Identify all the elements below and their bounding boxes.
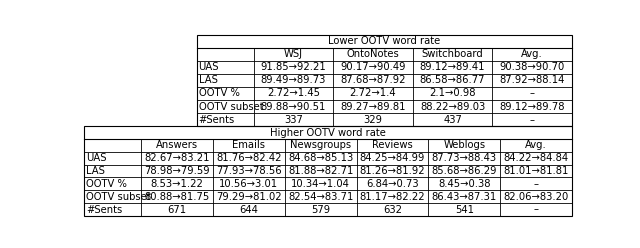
Text: 84.22→84.84: 84.22→84.84 <box>504 153 569 163</box>
Text: Lower OOTV word rate: Lower OOTV word rate <box>328 36 440 46</box>
Text: #Sents: #Sents <box>86 205 122 215</box>
Text: 10.56→3.01: 10.56→3.01 <box>220 179 278 189</box>
Text: 6.84→0.73: 6.84→0.73 <box>366 179 419 189</box>
Text: –: – <box>534 179 539 189</box>
Text: 88.22→89.03: 88.22→89.03 <box>420 101 485 112</box>
Text: 77.93→78.56: 77.93→78.56 <box>216 166 282 176</box>
Text: –: – <box>534 205 539 215</box>
Text: Weblogs: Weblogs <box>444 140 485 151</box>
Text: UAS: UAS <box>86 153 106 163</box>
Text: 579: 579 <box>311 205 330 215</box>
Text: 90.38→90.70: 90.38→90.70 <box>500 62 565 72</box>
Text: 89.88→90.51: 89.88→90.51 <box>260 101 326 112</box>
Text: 81.88→82.71: 81.88→82.71 <box>288 166 353 176</box>
Text: 82.06→83.20: 82.06→83.20 <box>504 192 569 202</box>
Text: 89.49→89.73: 89.49→89.73 <box>260 75 326 85</box>
Text: –: – <box>530 115 535 125</box>
Text: 337: 337 <box>284 115 303 125</box>
Text: 437: 437 <box>443 115 462 125</box>
Bar <box>196 34 572 126</box>
Text: 87.73→88.43: 87.73→88.43 <box>432 153 497 163</box>
Text: 87.92→88.14: 87.92→88.14 <box>500 75 565 85</box>
Text: 10.34→1.04: 10.34→1.04 <box>291 179 350 189</box>
Text: 329: 329 <box>364 115 383 125</box>
Text: 2.72→1.45: 2.72→1.45 <box>267 89 320 98</box>
Text: 89.12→89.41: 89.12→89.41 <box>420 62 485 72</box>
Text: 541: 541 <box>455 205 474 215</box>
Text: Avg.: Avg. <box>525 140 547 151</box>
Text: 8.45→0.38: 8.45→0.38 <box>438 179 490 189</box>
Text: UAS: UAS <box>198 62 219 72</box>
Bar <box>84 126 572 216</box>
Text: Answers: Answers <box>156 140 198 151</box>
Text: 81.76→82.42: 81.76→82.42 <box>216 153 282 163</box>
Text: LAS: LAS <box>198 75 218 85</box>
Text: 632: 632 <box>383 205 402 215</box>
Text: 81.17→82.22: 81.17→82.22 <box>360 192 425 202</box>
Text: Higher OOTV word rate: Higher OOTV word rate <box>270 128 386 138</box>
Text: 84.68→85.13: 84.68→85.13 <box>288 153 353 163</box>
Text: OOTV subset: OOTV subset <box>198 101 263 112</box>
Text: 91.85→92.21: 91.85→92.21 <box>260 62 326 72</box>
Text: 86.58→86.77: 86.58→86.77 <box>420 75 485 85</box>
Text: 90.17→90.49: 90.17→90.49 <box>340 62 406 72</box>
Text: Reviews: Reviews <box>372 140 413 151</box>
Text: 8.53→1.22: 8.53→1.22 <box>150 179 204 189</box>
Text: Emails: Emails <box>232 140 265 151</box>
Text: 84.25→84.99: 84.25→84.99 <box>360 153 425 163</box>
Text: 81.01→81.81: 81.01→81.81 <box>504 166 569 176</box>
Text: Newsgroups: Newsgroups <box>290 140 351 151</box>
Text: 644: 644 <box>239 205 258 215</box>
Text: LAS: LAS <box>86 166 105 176</box>
Text: Avg.: Avg. <box>522 49 543 59</box>
Text: 82.67→83.21: 82.67→83.21 <box>144 153 210 163</box>
Text: OntoNotes: OntoNotes <box>347 49 399 59</box>
Text: Switchboard: Switchboard <box>422 49 483 59</box>
Text: #Sents: #Sents <box>198 115 235 125</box>
Text: 671: 671 <box>168 205 186 215</box>
Text: 82.54→83.71: 82.54→83.71 <box>288 192 353 202</box>
Text: 79.29→81.02: 79.29→81.02 <box>216 192 282 202</box>
Text: OOTV %: OOTV % <box>86 179 127 189</box>
Text: OOTV %: OOTV % <box>198 89 239 98</box>
Text: 78.98→79.59: 78.98→79.59 <box>144 166 210 176</box>
Text: 89.12→89.78: 89.12→89.78 <box>499 101 565 112</box>
Text: WSJ: WSJ <box>284 49 303 59</box>
Text: 80.88→81.75: 80.88→81.75 <box>144 192 209 202</box>
Text: OOTV subset: OOTV subset <box>86 192 150 202</box>
Text: 87.68→87.92: 87.68→87.92 <box>340 75 406 85</box>
Text: 2.1→0.98: 2.1→0.98 <box>429 89 476 98</box>
Text: 81.26→81.92: 81.26→81.92 <box>360 166 425 176</box>
Text: 2.72→1.4: 2.72→1.4 <box>349 89 396 98</box>
Text: 86.43→87.31: 86.43→87.31 <box>431 192 497 202</box>
Text: –: – <box>530 89 535 98</box>
Text: 85.68→86.29: 85.68→86.29 <box>431 166 497 176</box>
Text: 89.27→89.81: 89.27→89.81 <box>340 101 406 112</box>
